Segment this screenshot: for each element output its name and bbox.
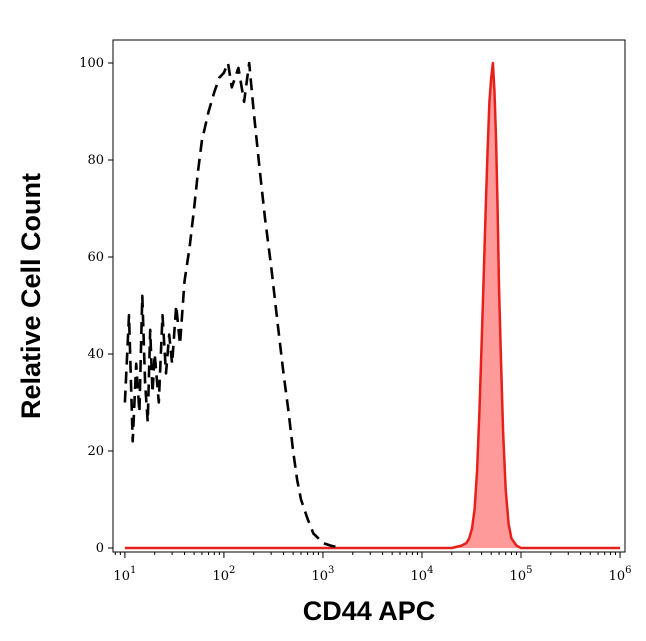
- x-tick-label: 103: [311, 565, 334, 584]
- x-tick-label: 106: [609, 565, 632, 584]
- y-axis-title: Relative Cell Count: [16, 173, 46, 419]
- control-histogram-line: [123, 61, 341, 550]
- x-tick-label: 102: [212, 565, 235, 584]
- x-axis-title: CD44 APC: [303, 596, 436, 626]
- stained-histogram-line: [124, 61, 620, 550]
- y-tick-label: 60: [87, 250, 104, 265]
- y-tick-label: 0: [96, 541, 104, 556]
- x-tick-labels: 101 102 103 104 105 106: [113, 565, 631, 584]
- y-tick-label: 40: [87, 347, 104, 362]
- x-tick-label: 101: [113, 565, 136, 584]
- plot-area-frame: [112, 39, 626, 553]
- x-tick-label: 104: [411, 565, 434, 584]
- axis-ticks: [108, 62, 621, 558]
- x-tick-label: 105: [510, 565, 533, 584]
- y-tick-labels: 0 20 40 60 80 100: [79, 56, 104, 556]
- y-tick-label: 100: [79, 56, 104, 71]
- y-tick-label: 80: [87, 153, 104, 168]
- y-tick-label: 20: [87, 444, 104, 459]
- series-layer: [123, 61, 621, 550]
